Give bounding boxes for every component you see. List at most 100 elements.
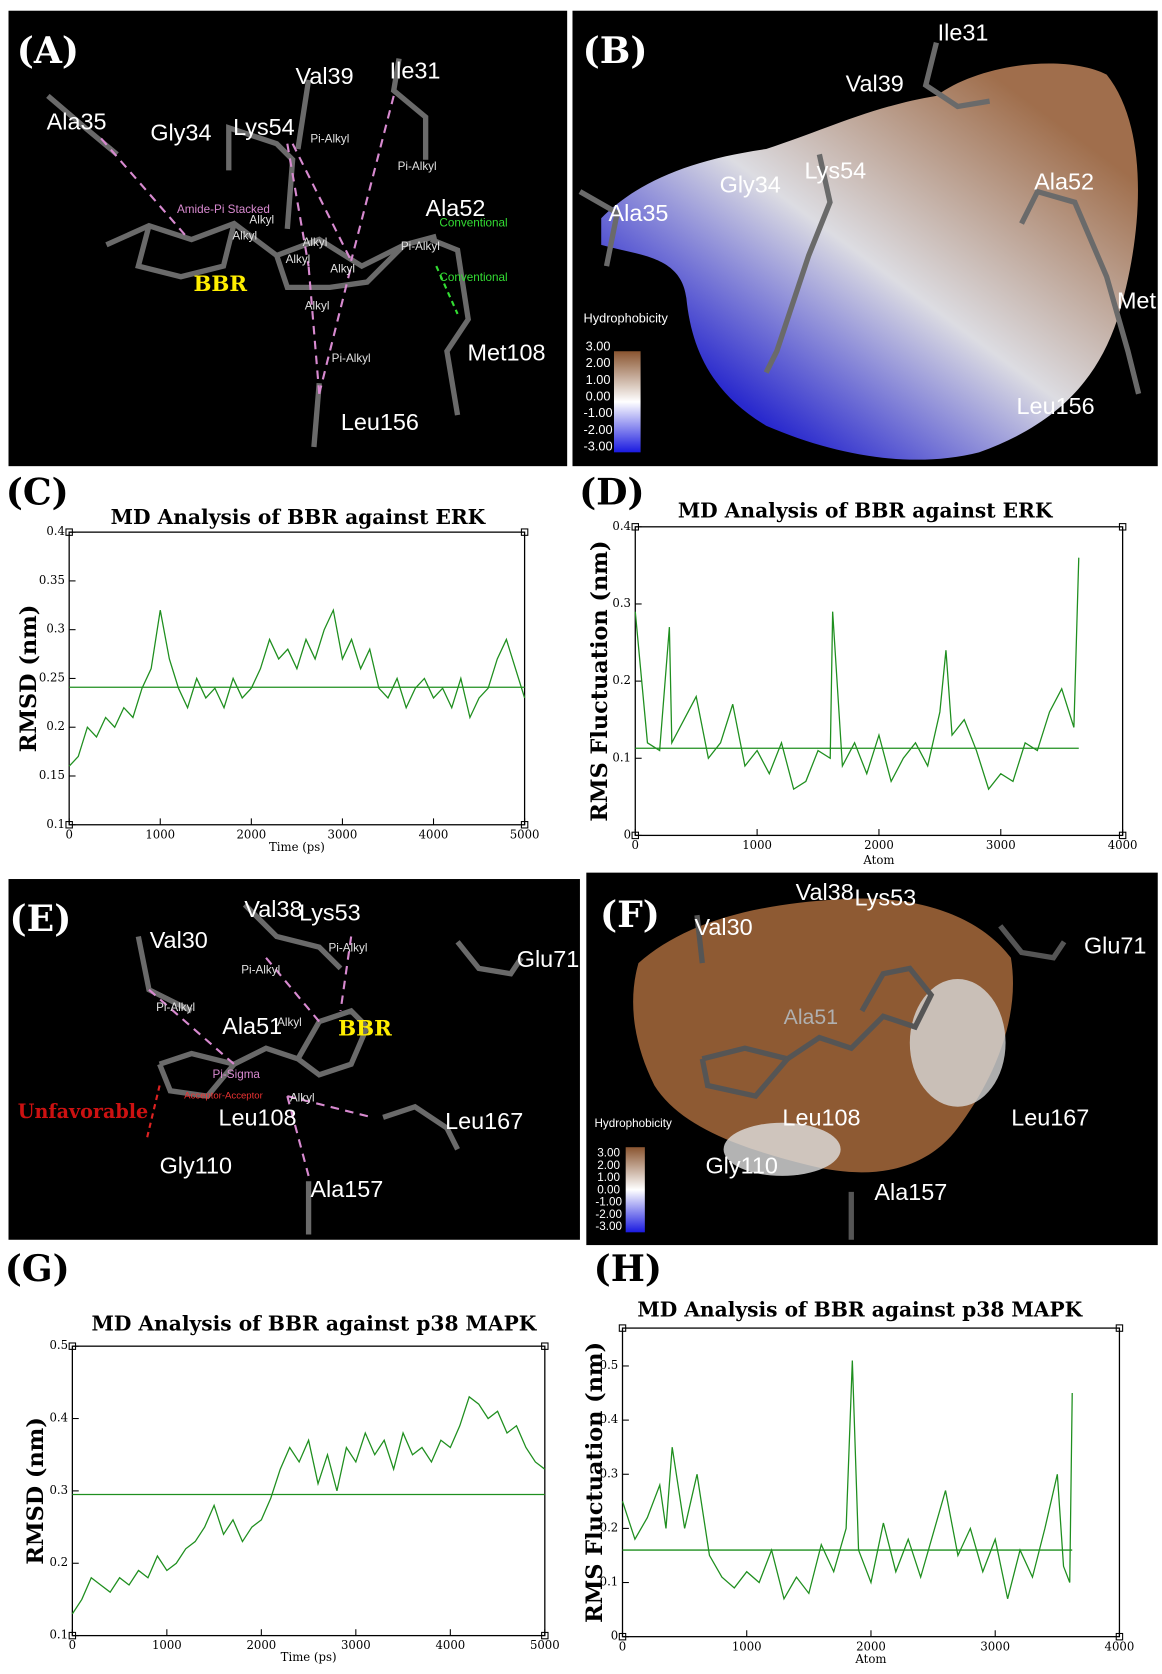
y-tick-label: 0.2 (46, 719, 65, 733)
x-tick-label: 0 (619, 1639, 626, 1653)
panel-label: Pi-Alkyl (332, 352, 371, 365)
x-tick-label: 3000 (986, 838, 1016, 852)
y-tick-label: 0.1 (612, 750, 631, 764)
panel-label: Lys53 (299, 899, 361, 925)
y-tick-label: 0.1 (50, 1628, 69, 1642)
panel-label: (F) (600, 893, 660, 936)
panel-tag: (H) (594, 1247, 662, 1290)
y-tick-label: 0.25 (39, 670, 65, 684)
x-tick-label: 0 (632, 838, 639, 852)
panel-label: Ala51 (784, 1005, 838, 1029)
panel-label: Glu71 (517, 946, 579, 972)
panel-label: Val30 (150, 927, 208, 953)
y-tick-label: 0 (624, 827, 631, 841)
legend-bar-f (626, 1147, 645, 1232)
x-tick-label: 3000 (980, 1639, 1010, 1653)
legend-tick: -3.00 (583, 439, 612, 454)
panel-label: Val30 (695, 914, 753, 940)
y-tick-label: 0.3 (600, 1466, 619, 1480)
chart-title: MD Analysis of BBR against p38 MAPK (91, 1311, 537, 1335)
x-tick-label: 0 (69, 1638, 76, 1652)
y-tick-label: 0.3 (612, 596, 631, 610)
y-axis-label: RMSD (nm) (23, 1417, 49, 1565)
y-tick-label: 0.1 (46, 817, 65, 831)
x-tick-label: 5000 (530, 1638, 560, 1652)
y-tick-label: 0.4 (612, 519, 631, 533)
panel-label: Alkyl (249, 213, 274, 226)
x-tick-label: 2000 (246, 1638, 276, 1652)
legend-tick: 1.00 (586, 372, 611, 387)
legend-title: Hydrophobicity (584, 311, 669, 326)
x-axis-label: Atom (854, 1652, 886, 1666)
x-axis-label: Time (ps) (269, 840, 325, 854)
panel-label: Alkyl (330, 262, 355, 275)
x-axis-label: Time (ps) (281, 1650, 337, 1664)
panel-label: Ala35 (47, 109, 107, 135)
x-tick-label: 1000 (742, 838, 772, 852)
panel-label: Ile31 (390, 58, 441, 84)
legend-tick: 1.00 (597, 1171, 620, 1184)
panel-label: Glu71 (1084, 932, 1146, 958)
y-tick-label: 0.1 (600, 1575, 619, 1589)
x-tick-label: 5000 (510, 827, 540, 841)
panel-tag: (G) (5, 1247, 70, 1290)
panel-label: Ala52 (1034, 168, 1094, 194)
data-line (623, 1361, 1073, 1599)
plot-frame (635, 527, 1122, 836)
panel-label: Gly110 (705, 1153, 777, 1179)
panel-label: Conventional (439, 271, 507, 284)
legend-bar-b (614, 351, 641, 452)
panel-label: Leu156 (1017, 393, 1095, 419)
chart-title: MD Analysis of BBR against ERK (678, 498, 1054, 522)
legend-tick: -1.00 (583, 405, 612, 420)
x-tick-label: 4000 (419, 827, 449, 841)
plot-frame (623, 1328, 1120, 1637)
x-tick-label: 2000 (856, 1639, 886, 1653)
panel-label: Conventional (439, 217, 507, 230)
y-tick-label: 0 (611, 1629, 618, 1643)
panel-label: BBR (338, 1017, 392, 1042)
y-tick-label: 0.3 (46, 622, 65, 636)
panel-label: Acceptor-Acceptor (184, 1091, 263, 1102)
y-tick-label: 0.4 (50, 1411, 69, 1425)
y-axis-label: RMS Fluctuation (nm) (587, 541, 613, 822)
y-tick-label: 0.5 (600, 1358, 619, 1372)
panel-label: Leu167 (1011, 1105, 1089, 1131)
legend-tick: -1.00 (595, 1196, 622, 1209)
panel-label: Ala35 (609, 200, 669, 226)
panel-label: Leu156 (341, 409, 419, 435)
panel-label: BBR (193, 272, 247, 297)
panel-label: Alkyl (286, 253, 311, 266)
legend-tick: 0.00 (586, 388, 611, 403)
panel-a-image (9, 11, 568, 466)
panel-label: Unfavorable (18, 1100, 148, 1123)
panel-label: Leu108 (782, 1105, 860, 1131)
panel-label: Pi-Alkyl (310, 133, 349, 146)
panel-label: (E) (10, 897, 72, 940)
legend-tick: -3.00 (595, 1220, 622, 1233)
panel-label: Leu167 (445, 1108, 523, 1134)
panel-label: Alkyl (305, 300, 330, 313)
panel-tag: (D) (579, 470, 645, 513)
panel-label: Alkyl (290, 1091, 315, 1104)
surface-f-light (910, 979, 1006, 1107)
legend-tick: 2.00 (586, 355, 611, 370)
panel-label: Val38 (796, 879, 854, 905)
panel-label: Ala157 (874, 1179, 947, 1205)
panel-label: Gly110 (160, 1153, 232, 1179)
figure: (A)Ala35Gly34Lys54Val39Ile31Ala52Met108L… (0, 0, 1162, 1674)
chart-title: MD Analysis of BBR against ERK (111, 505, 487, 529)
y-tick-label: 0.4 (46, 524, 65, 538)
panel-label: Lys54 (233, 114, 295, 140)
panel-label: Alkyl (277, 1016, 302, 1029)
panel-label: Val38 (244, 896, 302, 922)
panel-label: Pi-Alkyl (401, 240, 440, 253)
x-tick-label: 2000 (236, 827, 266, 841)
plot-frame (69, 532, 524, 825)
x-tick-label: 1000 (152, 1638, 182, 1652)
panel-label: Pi-Alkyl (156, 1001, 195, 1014)
panel-label: Alkyl (303, 236, 328, 249)
x-tick-label: 0 (65, 827, 72, 841)
panel-label: Val39 (846, 70, 904, 96)
legend-tick: -2.00 (595, 1208, 622, 1221)
